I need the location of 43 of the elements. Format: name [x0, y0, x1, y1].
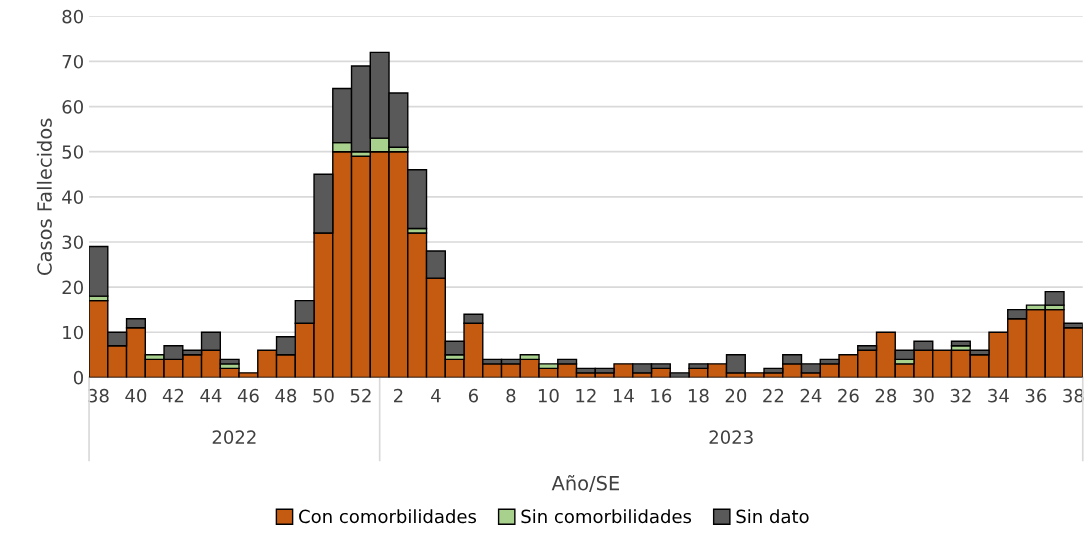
x-tick-label: 18: [688, 388, 709, 403]
legend-label: Sin comorbilidades: [521, 509, 692, 524]
x-tick-label: 32: [950, 388, 971, 403]
x-tick-label: 2: [393, 388, 403, 403]
x-tick-label: 30: [913, 388, 934, 403]
text: 2022: [212, 430, 256, 445]
x-tick-label: 36: [1025, 388, 1047, 403]
x-tick-label: 14: [613, 389, 634, 403]
x-tick-label: 6: [468, 388, 479, 403]
legend-label: Sin dato: [736, 509, 809, 524]
x-tick-label: 4: [431, 389, 441, 403]
x-tick-label: 34: [988, 388, 1009, 403]
y-tick-label: 80: [62, 9, 83, 24]
x-tick-label: 46: [237, 388, 259, 403]
x-tick-label: 24: [800, 388, 822, 403]
x-tick-label: 16: [651, 388, 672, 403]
y-tick-label: 60: [62, 100, 83, 114]
bar: [89, 245, 109, 297]
x-tick-label: 50: [313, 388, 334, 403]
x-tick-label: 28: [875, 388, 897, 403]
y-axis-title: Casos Fallecidos: [36, 118, 52, 275]
x-tick-label: 26: [838, 388, 859, 403]
x-tick-label: 40: [125, 388, 147, 403]
x-tick-label: 42: [162, 388, 184, 403]
x-tick-label: 38: [88, 388, 109, 403]
text: 2023: [709, 430, 753, 445]
y-tick-label: 50: [62, 145, 83, 159]
x-tick-label: 8: [506, 388, 516, 403]
x-axis-title: Año/SE: [551, 475, 619, 492]
x-tick-label: 48: [275, 388, 297, 403]
x-tick-label: 12: [576, 388, 596, 403]
y-tick-label: 30: [62, 235, 83, 250]
y-tick-label: 0: [73, 370, 83, 385]
x-tick-label: 10: [538, 388, 559, 403]
y-tick-label: 70: [62, 54, 83, 69]
legend-label: Con comorbilidades: [299, 509, 477, 524]
x-tick-label: 22: [763, 388, 784, 403]
x-tick-label: 52: [350, 388, 371, 403]
y-tick-label: 40: [62, 190, 83, 204]
x-tick-label: 20: [725, 388, 747, 403]
y-tick-label: 10: [63, 325, 83, 340]
x-tick-label: 44: [200, 389, 222, 403]
y-tick-label: 20: [62, 280, 83, 295]
